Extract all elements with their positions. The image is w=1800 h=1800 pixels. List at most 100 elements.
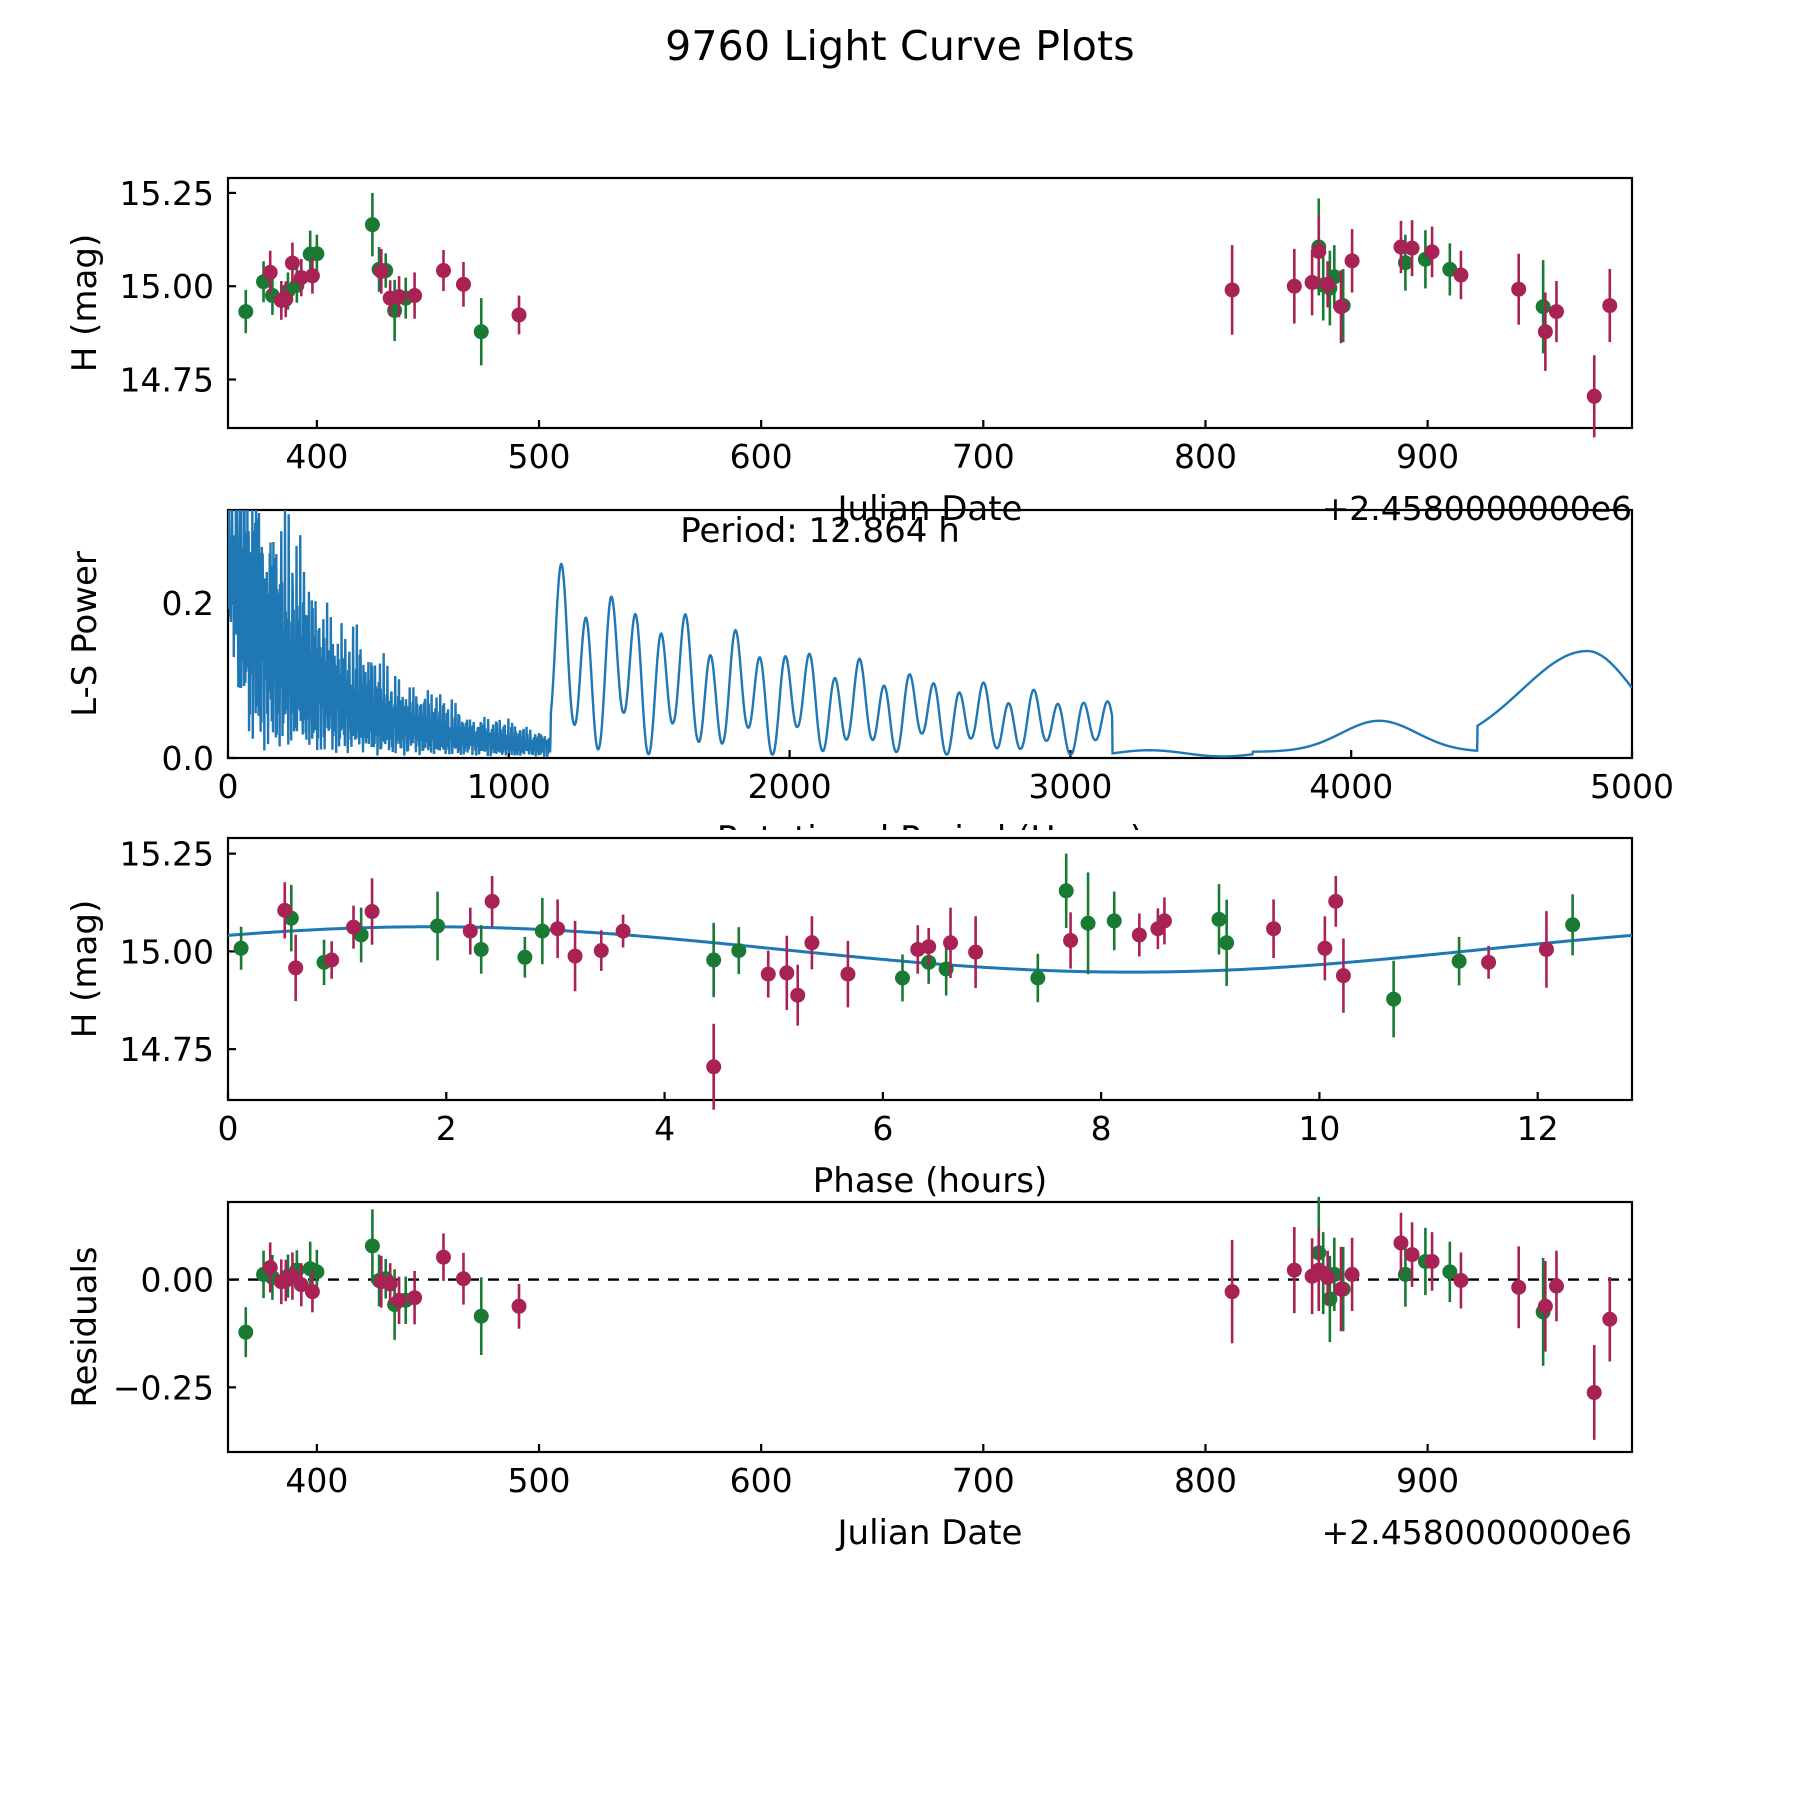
periodogram-xtick-label: 3000: [1028, 767, 1112, 806]
residuals-yaxis-label: Residuals: [65, 1246, 105, 1407]
phase-folded-ytick-label: 15.00: [120, 932, 214, 971]
light-curve-data-point: [373, 263, 389, 279]
residuals-data-point: [238, 1324, 254, 1340]
periodogram-yaxis-label: L-S Power: [65, 551, 105, 717]
phase-folded-data-point: [534, 923, 550, 939]
residuals-data-point: [1344, 1266, 1360, 1282]
phase-folded-ytick-label: 15.25: [120, 835, 214, 874]
residuals-data-point: [1404, 1247, 1420, 1263]
residuals-data-point: [455, 1271, 471, 1287]
phase-folded-data-point: [1538, 941, 1554, 957]
light-curve-data-point: [262, 264, 278, 280]
phase-folded-data-point: [1106, 913, 1122, 929]
phase-folded-data-point: [1063, 932, 1079, 948]
periodogram-period-annotation: Period: 12.864 h: [680, 511, 960, 551]
residuals-ytick-label: 0.00: [141, 1261, 214, 1300]
light-curve-data-point: [1586, 388, 1602, 404]
light-curve-data-point: [364, 217, 380, 233]
light-curve-data-point: [304, 268, 320, 284]
light-curve-data-point: [1404, 240, 1420, 256]
residuals-data-point: [364, 1238, 380, 1254]
panel-phase-folded: 0 2 4 6 8 10 12 15.25 15.00 14.75 Phase (hours) H (…: [65, 835, 1634, 1201]
phase-folded-data-point: [473, 941, 489, 957]
panel-periodogram: 0 1000 2000 3000 4000 5000 0.0 0.2 Rotational Pe…: [65, 508, 1674, 830]
light-curve-data-point: [1311, 244, 1327, 260]
periodogram-axes-frame: [226, 508, 1634, 760]
phase-folded-data-point: [346, 919, 362, 935]
phase-folded-data-point: [1451, 953, 1467, 969]
phase-folded-data-point: [567, 948, 583, 964]
phase-folded-data-point: [840, 966, 856, 982]
periodogram-ytick-label: 0.0: [162, 739, 214, 778]
phase-folded-data-point: [1156, 913, 1172, 929]
periodogram-xaxis-label: Rotational Period (Hours): [717, 819, 1143, 830]
light-curve-xtick-label: 700: [952, 437, 1015, 476]
residuals-data-point: [1442, 1264, 1458, 1280]
panel-residuals: 400 500 600 700 800 900 0.00 −0.25 Julian Date +2…: [65, 1196, 1634, 1553]
phase-folded-xtick-label: 4: [654, 1109, 675, 1148]
phase-folded-data-point: [462, 923, 478, 939]
phase-folded-data-point: [593, 943, 609, 959]
periodogram-xtick-label: 2000: [748, 767, 832, 806]
phase-folded-data-point: [615, 923, 631, 939]
phase-folded-series-magenta: [277, 875, 1554, 1110]
light-curve-data-point: [1393, 239, 1409, 255]
residuals-data-point: [304, 1284, 320, 1300]
residuals-data-point: [1453, 1272, 1469, 1288]
light-curve-series-magenta: [262, 216, 1618, 438]
residuals-data-point: [1286, 1262, 1302, 1278]
phase-folded-data-point: [779, 965, 795, 981]
periodogram-xtick-label: 0: [218, 767, 239, 806]
residuals-data-point: [1602, 1311, 1618, 1327]
residuals-data-point: [391, 1292, 407, 1308]
residuals-data-point: [1511, 1279, 1527, 1295]
phase-folded-xaxis-label: Phase (hours): [813, 1161, 1047, 1201]
phase-folded-data-point: [1219, 935, 1235, 951]
light-curve-data-point: [1602, 298, 1618, 314]
residuals-axes-frame: [226, 1200, 1634, 1454]
phase-folded-xtick-label: 8: [1091, 1109, 1112, 1148]
residuals-xtick-label: 800: [1174, 1461, 1237, 1500]
light-curve-xtick-label: 500: [508, 437, 571, 476]
light-curve-data-point: [1304, 274, 1320, 290]
residuals-data-point: [435, 1249, 451, 1265]
phase-folded-data-point: [1131, 927, 1147, 943]
phase-folded-data-point: [1328, 893, 1344, 909]
light-curve-data-point: [435, 263, 451, 279]
phase-folded-data-point: [804, 935, 820, 951]
phase-folded-data-point: [1030, 970, 1046, 986]
residuals-xtick-label: 600: [730, 1461, 793, 1500]
light-curve-data-point: [278, 291, 294, 307]
residuals-xtick-label: 900: [1396, 1461, 1459, 1500]
residuals-data-point: [1320, 1269, 1336, 1285]
residuals-series-magenta: [262, 1212, 1618, 1440]
light-curve-data-point: [293, 270, 309, 286]
residuals-data-point: [1224, 1284, 1240, 1300]
residuals-data-point: [1333, 1281, 1349, 1297]
phase-folded-data-point: [943, 935, 959, 951]
light-curve-xtick-label: 900: [1396, 437, 1459, 476]
phase-folded-data-point: [1335, 968, 1351, 984]
light-curve-ytick-label: 15.00: [120, 267, 214, 306]
light-curve-data-point: [391, 289, 407, 305]
light-curve-data-point: [1224, 282, 1240, 298]
light-curve-xaxis-offset: +2.4580000000e6: [1322, 489, 1632, 528]
phase-folded-axes-frame: [226, 836, 1634, 1102]
light-curve-ytick-label: 15.25: [120, 174, 214, 213]
phase-folded-data-point: [1481, 954, 1497, 970]
residuals-xaxis-offset: +2.4580000000e6: [1322, 1513, 1632, 1552]
phase-folded-data-point: [324, 952, 340, 968]
page-title: 9760 Light Curve Plots: [665, 22, 1135, 70]
light-curve-series-green: [238, 192, 1551, 366]
residuals-xtick-label: 400: [285, 1461, 348, 1500]
phase-folded-data-point: [1058, 883, 1074, 899]
periodogram-xtick-label: 5000: [1590, 767, 1674, 806]
phase-folded-data-point: [430, 918, 446, 934]
periodogram-xtick-label: 1000: [467, 767, 551, 806]
light-curve-data-point: [407, 288, 423, 304]
light-curve-yaxis-label: H (mag): [65, 234, 105, 372]
light-curve-data-point: [455, 276, 471, 292]
periodogram-ytick-label: 0.2: [162, 584, 214, 623]
phase-folded-data-point: [1211, 911, 1227, 927]
